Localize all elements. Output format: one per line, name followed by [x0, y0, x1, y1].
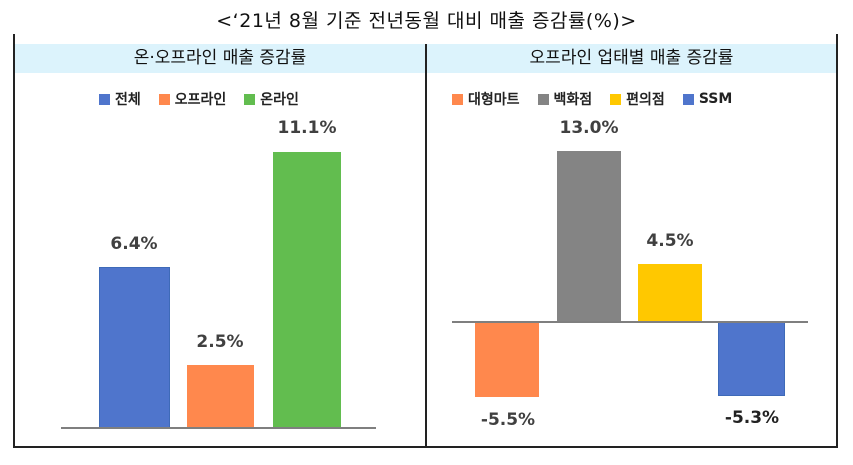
bar-ssm [718, 322, 785, 396]
left-x-axis [61, 427, 376, 429]
bar-online [273, 152, 341, 427]
data-label-department-store: 13.0% [559, 118, 619, 138]
data-label-offline: 2.5% [196, 332, 244, 352]
legend-item-online: 온라인 [244, 89, 299, 109]
legend-label: 백화점 [553, 92, 593, 108]
bar-department-store [557, 151, 621, 322]
bar-offline [187, 365, 254, 427]
legend-label: 온라인 [260, 92, 299, 108]
data-label-convenience-store: 4.5% [646, 231, 694, 251]
legend-label: 대형마트 [468, 92, 520, 108]
panel-divider [425, 44, 427, 448]
right-x-axis [452, 321, 808, 323]
legend-swatch-blue [682, 93, 694, 105]
legend-swatch-orange [158, 93, 170, 105]
legend-item-convenience-store: 편의점 [610, 89, 665, 109]
legend-item-total: 전체 [99, 89, 141, 109]
right-panel-header: 오프라인 업태별 매출 증감률 [427, 44, 836, 73]
bar-convenience-store [638, 264, 702, 322]
data-label-hypermarket: -5.5% [480, 410, 536, 430]
data-label-ssm: -5.3% [724, 408, 780, 428]
legend-swatch-orange [452, 93, 463, 105]
legend-label: 편의점 [626, 92, 665, 108]
legend-swatch-yellow [610, 93, 622, 105]
legend-item-department-store: 백화점 [537, 89, 593, 109]
legend-item-offline: 오프라인 [158, 89, 227, 109]
legend-label: 전체 [115, 92, 141, 108]
legend-label: SSM [698, 91, 733, 107]
legend-swatch-blue [99, 93, 110, 105]
legend-swatch-green [244, 93, 256, 105]
data-label-total: 6.4% [110, 234, 158, 254]
bar-total [99, 267, 170, 428]
left-panel-header: 온·오프라인 매출 증감률 [15, 44, 425, 73]
bar-hypermarket [475, 323, 539, 397]
legend-item-hypermarket: 대형마트 [452, 89, 520, 109]
chart-title: <‘21년 8월 기준 전년동월 대비 매출 증감률(%)> [216, 10, 637, 32]
right-legend: 대형마트 백화점 편의점 SSM [452, 88, 732, 110]
data-label-online: 11.1% [277, 118, 337, 138]
left-legend: 전체 오프라인 온라인 [99, 88, 299, 110]
legend-swatch-gray [537, 93, 549, 105]
legend-item-ssm: SSM [682, 91, 733, 107]
legend-label: 오프라인 [174, 92, 227, 108]
